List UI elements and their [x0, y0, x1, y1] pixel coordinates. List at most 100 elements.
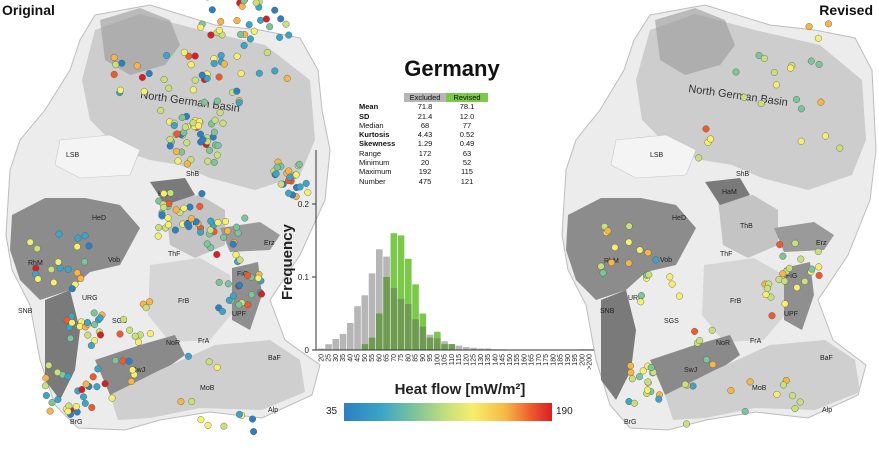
heat-flow-point: [797, 105, 805, 113]
heat-flow-point: [282, 20, 290, 28]
heat-flow-point: [42, 392, 50, 400]
colorbar-min-label: 35: [326, 406, 338, 417]
heat-flow-point: [257, 16, 265, 24]
heat-flow-point: [96, 314, 104, 322]
heat-flow-point: [292, 171, 300, 179]
bar-excluded: [332, 339, 340, 350]
x-tick-label: 150: [507, 354, 514, 366]
bar-overlap: [390, 287, 398, 350]
label-nor-revised: NoR: [716, 340, 730, 347]
heat-flow-point: [56, 264, 64, 272]
heat-flow-point: [232, 223, 240, 231]
label-nor-original: NoR: [166, 340, 180, 347]
stats-excluded: 172: [418, 148, 432, 158]
x-tick-label: 190: [565, 354, 572, 366]
heat-flow-point: [34, 275, 42, 283]
heat-flow-point: [801, 277, 809, 285]
heat-flow-point: [173, 130, 181, 138]
stats-header-excluded: Excluded: [404, 93, 446, 103]
heat-flow-points-original: [26, 0, 312, 436]
x-tick-label: 65: [384, 354, 391, 362]
bar-excluded: [484, 348, 492, 350]
heat-flow-point: [126, 326, 134, 334]
heat-flow-point: [73, 243, 81, 251]
label-baf-revised: BaF: [820, 355, 833, 362]
heat-flow-point: [164, 214, 172, 222]
heat-flow-point: [240, 0, 248, 5]
label-urg-original: URG: [82, 295, 98, 302]
y-tick-label: 0: [305, 346, 310, 355]
heat-flow-point: [84, 331, 92, 339]
heat-flow-point: [138, 73, 146, 81]
heat-flow-point: [625, 222, 633, 230]
revised-map: North German Basin LSB ShB HaM HeD ThB R…: [561, 4, 877, 431]
stats-revised: 78.1: [459, 102, 475, 112]
heat-flow-point: [668, 280, 676, 288]
heat-flow-point: [155, 224, 163, 232]
heat-flow-point: [54, 368, 62, 376]
heat-flow-point: [793, 284, 801, 292]
thuringian-basin-revised: [718, 195, 778, 258]
x-tick-label: 25: [326, 354, 333, 362]
heat-flow-point: [773, 390, 781, 398]
x-tick-label: 155: [514, 354, 521, 366]
heat-flow-point: [217, 52, 225, 60]
heat-flow-point: [48, 399, 56, 407]
heat-flow-point: [235, 281, 243, 289]
heat-flow-point: [295, 160, 303, 168]
heat-flow-point: [180, 204, 188, 212]
x-tick-label: 85: [413, 354, 420, 362]
x-tick-label: 160: [521, 354, 528, 366]
heat-flow-point: [246, 35, 254, 43]
heat-flow-point: [192, 218, 200, 226]
schleswig-relief-revised: [655, 8, 735, 75]
heat-flow-point: [627, 362, 635, 370]
heat-flow-point: [779, 252, 787, 260]
heat-flow-point: [695, 154, 703, 162]
heat-flow-point: [644, 378, 652, 386]
stats-header-row: Excluded Revised: [356, 93, 488, 103]
stats-row: Mean 71.8 78.1: [356, 102, 488, 111]
colorbar-title: Heat flow [mW/m²]: [394, 381, 526, 398]
heat-flow-point: [54, 258, 62, 266]
label-mob-original: MoB: [200, 385, 215, 392]
heat-flow-point: [220, 422, 228, 430]
heat-flow-point: [54, 396, 62, 404]
heat-flow-point: [248, 415, 256, 423]
heat-flow-point: [675, 292, 683, 300]
bar-overlap: [434, 338, 441, 350]
heat-flow-point: [815, 263, 823, 271]
label-erz-original: Erz: [264, 240, 275, 247]
heat-flow-point: [781, 300, 789, 308]
x-tick-label: 50: [362, 354, 369, 362]
heat-flow-point: [252, 0, 260, 7]
x-tick-label: 40: [347, 354, 354, 362]
heat-flow-point: [683, 420, 691, 428]
y-tick-label: 0.2: [298, 200, 310, 209]
heat-flow-point: [64, 265, 72, 273]
heat-flow-point: [181, 123, 189, 131]
heat-flow-point: [262, 15, 270, 23]
bar-excluded: [368, 273, 376, 350]
heat-flow-point: [815, 271, 823, 279]
heat-flow-point: [93, 383, 101, 391]
franconian-basin-original: [148, 258, 235, 342]
bar-overlap: [368, 337, 376, 350]
heat-flow-point: [825, 20, 833, 28]
x-tick-label: 140: [492, 354, 499, 366]
label-alp-original: Alp: [268, 407, 278, 414]
heat-flow-point: [198, 190, 206, 198]
center-title: Germany: [404, 56, 500, 81]
heat-flow-point: [785, 264, 793, 272]
label-snb-original: SNB: [18, 308, 33, 315]
heat-flow-point: [285, 189, 293, 197]
stats-excluded: 1.29: [417, 139, 433, 149]
stats-label: Minimum: [359, 158, 390, 168]
heat-flow-point: [254, 274, 262, 282]
heat-flow-point: [196, 202, 204, 210]
heat-flow-point: [273, 163, 281, 171]
heat-flow-point: [133, 62, 141, 70]
bar-excluded: [463, 347, 470, 350]
heat-flow-point: [235, 99, 243, 107]
heat-flow-point: [183, 160, 191, 168]
